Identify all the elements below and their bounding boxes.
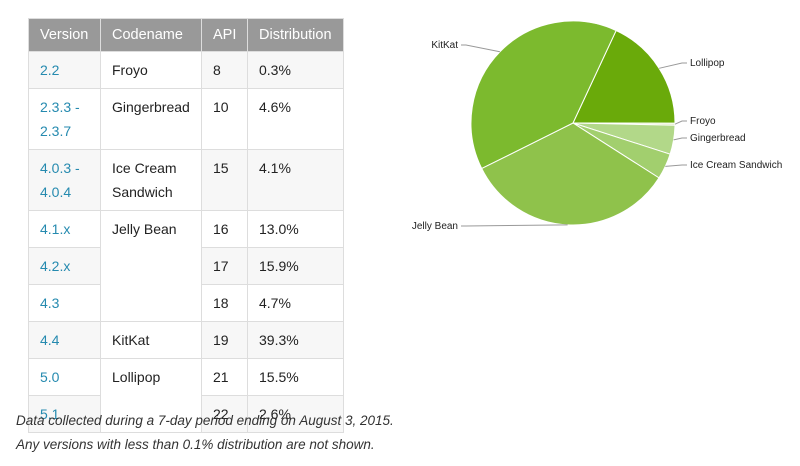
distribution-cell: 2.6% <box>247 395 344 433</box>
version-link[interactable]: 4.3 <box>28 284 101 322</box>
api-cell: 18 <box>201 284 248 322</box>
pie-slice-kitkat <box>470 20 617 170</box>
pie-leader-line <box>674 120 687 125</box>
distribution-table: Version Codename API Distribution 2.2 Fr… <box>28 18 344 433</box>
version-link[interactable]: 4.2.x <box>28 247 101 285</box>
pie-label-ice-cream-sandwich: Ice Cream Sandwich <box>690 160 782 171</box>
pie-label-kitkat: KitKat <box>431 40 458 51</box>
pie-label-lollipop: Lollipop <box>690 58 725 69</box>
codename-cell: Jelly Bean <box>100 210 202 322</box>
version-link[interactable]: 2.2 <box>28 51 101 89</box>
distribution-cell: 4.1% <box>247 149 344 211</box>
distribution-cell: 4.6% <box>247 88 344 150</box>
codename-cell: Froyo <box>100 51 202 89</box>
table-row: 4.1.x Jelly Bean 16 13.0% <box>28 210 344 322</box>
header-distribution: Distribution <box>247 18 344 52</box>
pie-leader-line <box>461 44 500 53</box>
pie-label-gingerbread: Gingerbread <box>690 133 746 144</box>
table-row: 4.3 18 4.7% <box>28 284 344 322</box>
distribution-cell: 4.7% <box>247 284 344 322</box>
version-link[interactable]: 5.0 <box>28 358 101 396</box>
footnote-data-collected: Data collected during a 7-day period end… <box>16 413 394 428</box>
table-row: 5.0 Lollipop 21 15.5% <box>28 358 344 433</box>
version-link[interactable]: 4.1.x <box>28 210 101 248</box>
api-cell: 15 <box>201 149 248 211</box>
table-row: 4.0.3 - 4.0.4 Ice Cream Sandwich 15 4.1% <box>28 149 344 211</box>
codename-cell: Lollipop <box>100 358 202 433</box>
distribution-cell: 13.0% <box>247 210 344 248</box>
pie-leader-line <box>461 224 568 227</box>
codename-cell: Ice Cream Sandwich <box>100 149 202 211</box>
distribution-cell: 39.3% <box>247 321 344 359</box>
api-cell: 10 <box>201 88 248 150</box>
version-link[interactable]: 4.0.3 - 4.0.4 <box>28 149 101 211</box>
table-row: 2.3.3 - 2.3.7 Gingerbread 10 4.6% <box>28 88 344 150</box>
pie-leader-line <box>673 137 687 141</box>
api-cell: 17 <box>201 247 248 285</box>
header-codename: Codename <box>100 18 202 52</box>
table-row: 4.4 KitKat 19 39.3% <box>28 321 344 359</box>
api-cell: 22 <box>201 395 248 433</box>
distribution-pie-chart: Lollipop Froyo Gingerbread Ice Cream Sandwi… <box>412 20 782 232</box>
api-cell: 16 <box>201 210 248 248</box>
distribution-cell: 15.5% <box>247 358 344 396</box>
codename-cell: KitKat <box>100 321 202 359</box>
header-version: Version <box>28 18 101 52</box>
codename-cell: Gingerbread <box>100 88 202 150</box>
table-row: 2.2 Froyo 8 0.3% <box>28 51 344 89</box>
header-api: API <box>201 18 248 52</box>
pie-label-froyo: Froyo <box>690 116 716 127</box>
api-cell: 8 <box>201 51 248 89</box>
version-link[interactable]: 2.3.3 - 2.3.7 <box>28 88 101 150</box>
pie-leader-line <box>665 164 687 167</box>
api-cell: 21 <box>201 358 248 396</box>
footnote-min-distribution: Any versions with less than 0.1% distrib… <box>16 437 375 452</box>
pie-leader-line <box>658 62 687 69</box>
version-link[interactable]: 5.1 <box>28 395 101 433</box>
pie-slice-lollipop <box>572 29 676 124</box>
distribution-cell: 0.3% <box>247 51 344 89</box>
api-cell: 19 <box>201 321 248 359</box>
distribution-cell: 15.9% <box>247 247 344 285</box>
table-row: 4.2.x 17 15.9% <box>28 247 344 285</box>
table-row: 5.1 22 2.6% <box>28 395 344 433</box>
pie-label-jelly-bean: Jelly Bean <box>412 221 458 232</box>
version-link[interactable]: 4.4 <box>28 321 101 359</box>
table-header-row: Version Codename API Distribution <box>28 18 344 52</box>
